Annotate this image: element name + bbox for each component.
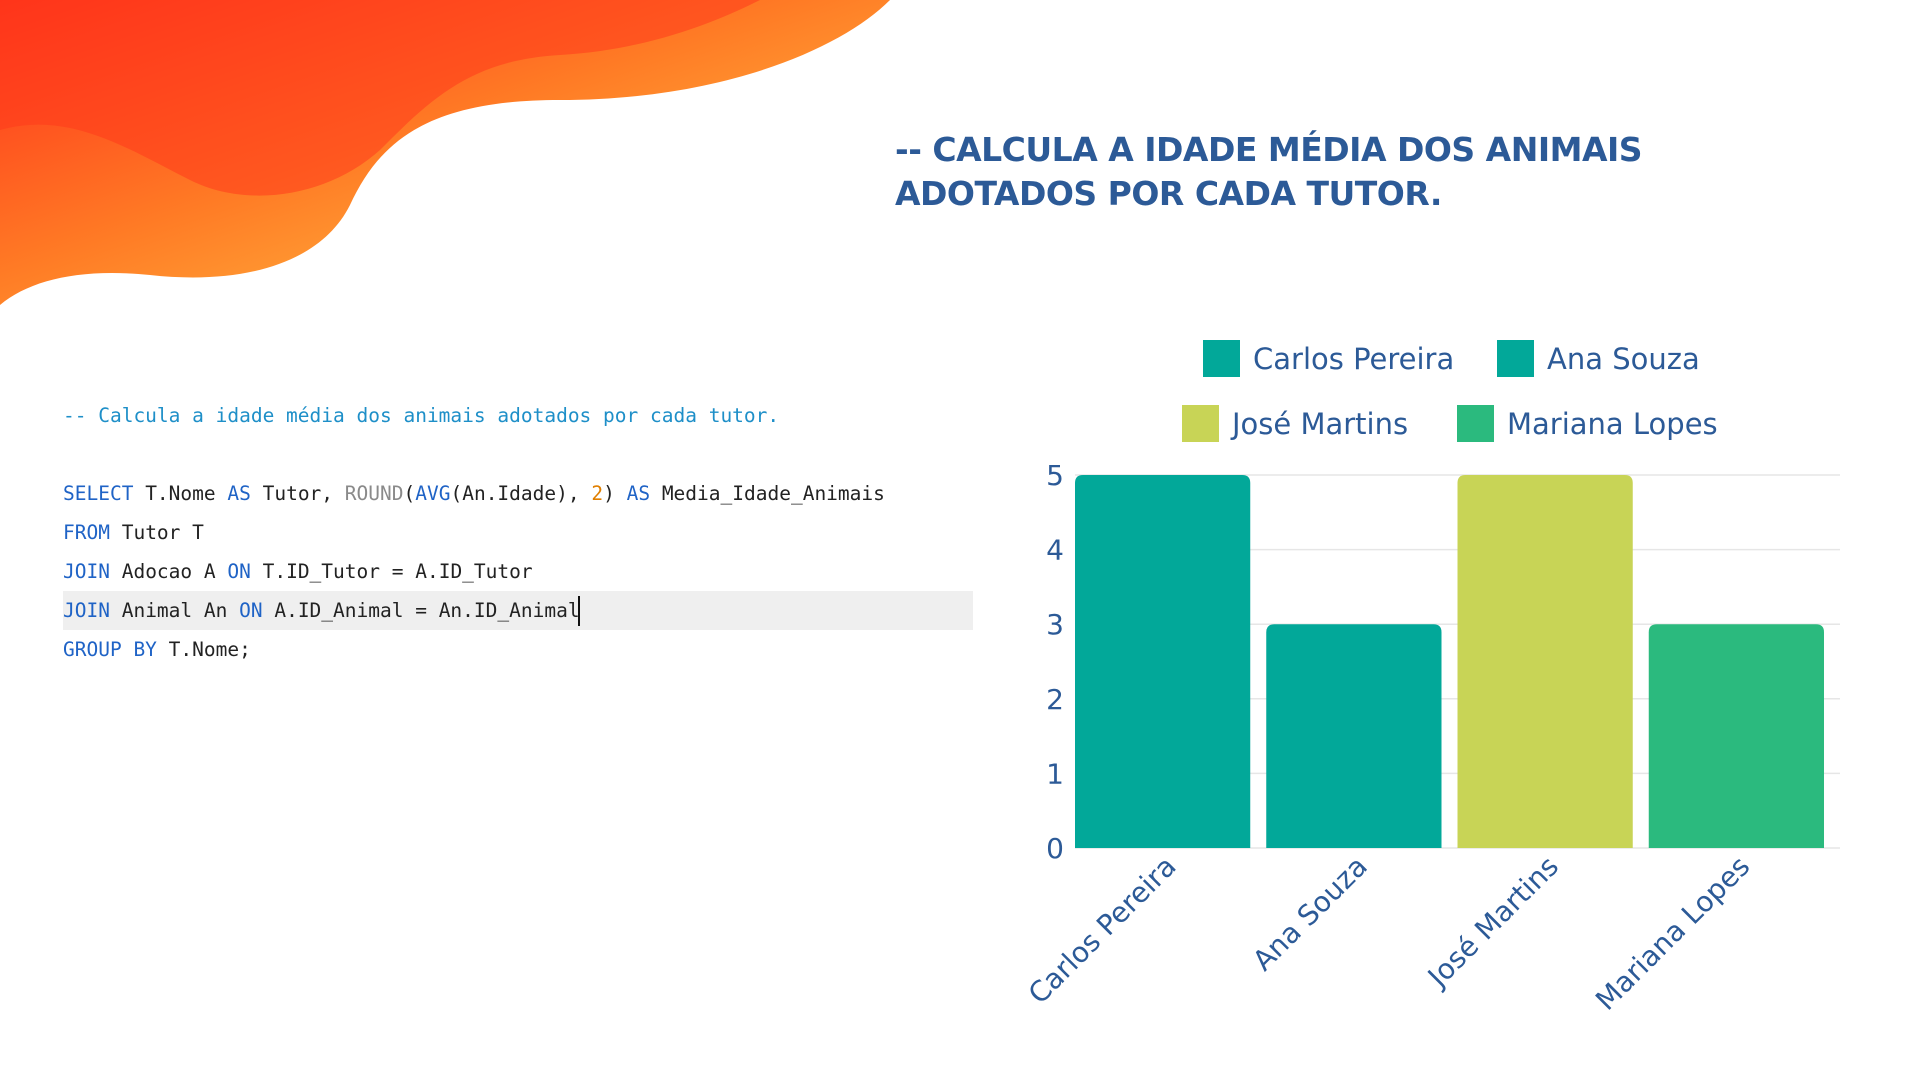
x-category-label: Carlos Pereira [1022, 850, 1183, 1011]
legend-swatch [1203, 340, 1240, 377]
sql-code-block: -- Calcula a idade média dos animais ado… [63, 396, 973, 669]
x-axis-labels: Carlos Pereira Ana Souza José Martins Maria… [1022, 850, 1756, 1017]
bar-1 [1075, 475, 1251, 848]
y-axis-ticks: 0 1 2 3 4 5 [1046, 459, 1064, 865]
legend-swatch [1497, 340, 1534, 377]
legend-label: Carlos Pereira [1253, 342, 1454, 376]
bar-2 [1266, 624, 1442, 848]
code-line: JOIN Animal An ON A.ID_Animal = An.ID_An… [63, 591, 973, 630]
legend-label: Ana Souza [1547, 342, 1700, 376]
code-token: A.ID_Animal = An.ID_Animal [262, 599, 580, 622]
bar-3 [1457, 475, 1633, 848]
x-category-label: Ana Souza [1246, 850, 1374, 978]
code-token: AS [227, 482, 251, 505]
code-token: ) [603, 482, 627, 505]
legend-swatch [1182, 405, 1219, 442]
x-category-label: José Martins [1420, 850, 1565, 995]
code-body: SELECT T.Nome AS Tutor, ROUND(AVG(An.Ida… [63, 474, 973, 669]
code-token: JOIN [63, 560, 110, 583]
bar-4 [1648, 624, 1824, 848]
code-line: JOIN Adocao A ON T.ID_Tutor = A.ID_Tutor [63, 552, 973, 591]
code-token: Tutor, [250, 482, 345, 505]
slide-title-line-1: -- CALCULA A IDADE MÉDIA DOS ANIMAIS [895, 130, 1643, 169]
legend-swatch [1457, 405, 1494, 442]
legend-label: Mariana Lopes [1507, 407, 1718, 441]
code-token: GROUP BY [63, 638, 157, 661]
code-token: ON [239, 599, 263, 622]
code-line: FROM Tutor T [63, 513, 973, 552]
code-line: SELECT T.Nome AS Tutor, ROUND(AVG(An.Ida… [63, 474, 973, 513]
code-token: T.Nome [133, 482, 228, 505]
code-token: AVG [415, 482, 451, 505]
legend: Carlos Pereira Ana Souza José Martins Maria… [1182, 340, 1718, 442]
slide-title-line-2: ADOTADOS POR CADA TUTOR. [895, 174, 1442, 213]
code-token: 2 [591, 482, 604, 505]
code-token: Tutor T [109, 521, 204, 544]
y-tick-label: 2 [1046, 683, 1064, 716]
y-tick-label: 0 [1046, 832, 1064, 865]
code-token: ROUND [344, 482, 404, 505]
code-token: SELECT [63, 482, 134, 505]
code-token: T.Nome; [156, 638, 251, 661]
code-token: JOIN [63, 599, 110, 622]
y-tick-label: 1 [1046, 757, 1064, 790]
code-token: Media_Idade_Animais [650, 482, 885, 505]
code-token: ON [227, 560, 251, 583]
y-tick-label: 5 [1046, 459, 1064, 492]
code-token: AS [626, 482, 651, 505]
code-line: GROUP BY T.Nome; [63, 630, 973, 669]
text-caret [578, 596, 580, 626]
code-token: ( [403, 482, 416, 505]
code-token: Adocao A [109, 560, 228, 583]
bars [1075, 475, 1824, 848]
decorative-wave-shape [0, 0, 890, 305]
x-category-label: Mariana Lopes [1589, 850, 1756, 1017]
legend-label: José Martins [1230, 407, 1408, 441]
code-token: (An.Idade), [450, 482, 592, 505]
code-token: T.ID_Tutor = A.ID_Tutor [250, 560, 533, 583]
slide-title: -- CALCULA A IDADE MÉDIA DOS ANIMAIS ADO… [895, 128, 1795, 216]
code-token: Animal An [109, 599, 240, 622]
y-tick-label: 4 [1046, 534, 1064, 567]
y-tick-label: 3 [1046, 608, 1064, 641]
code-token: FROM [63, 521, 110, 544]
code-comment: -- Calcula a idade média dos animais ado… [63, 404, 780, 427]
